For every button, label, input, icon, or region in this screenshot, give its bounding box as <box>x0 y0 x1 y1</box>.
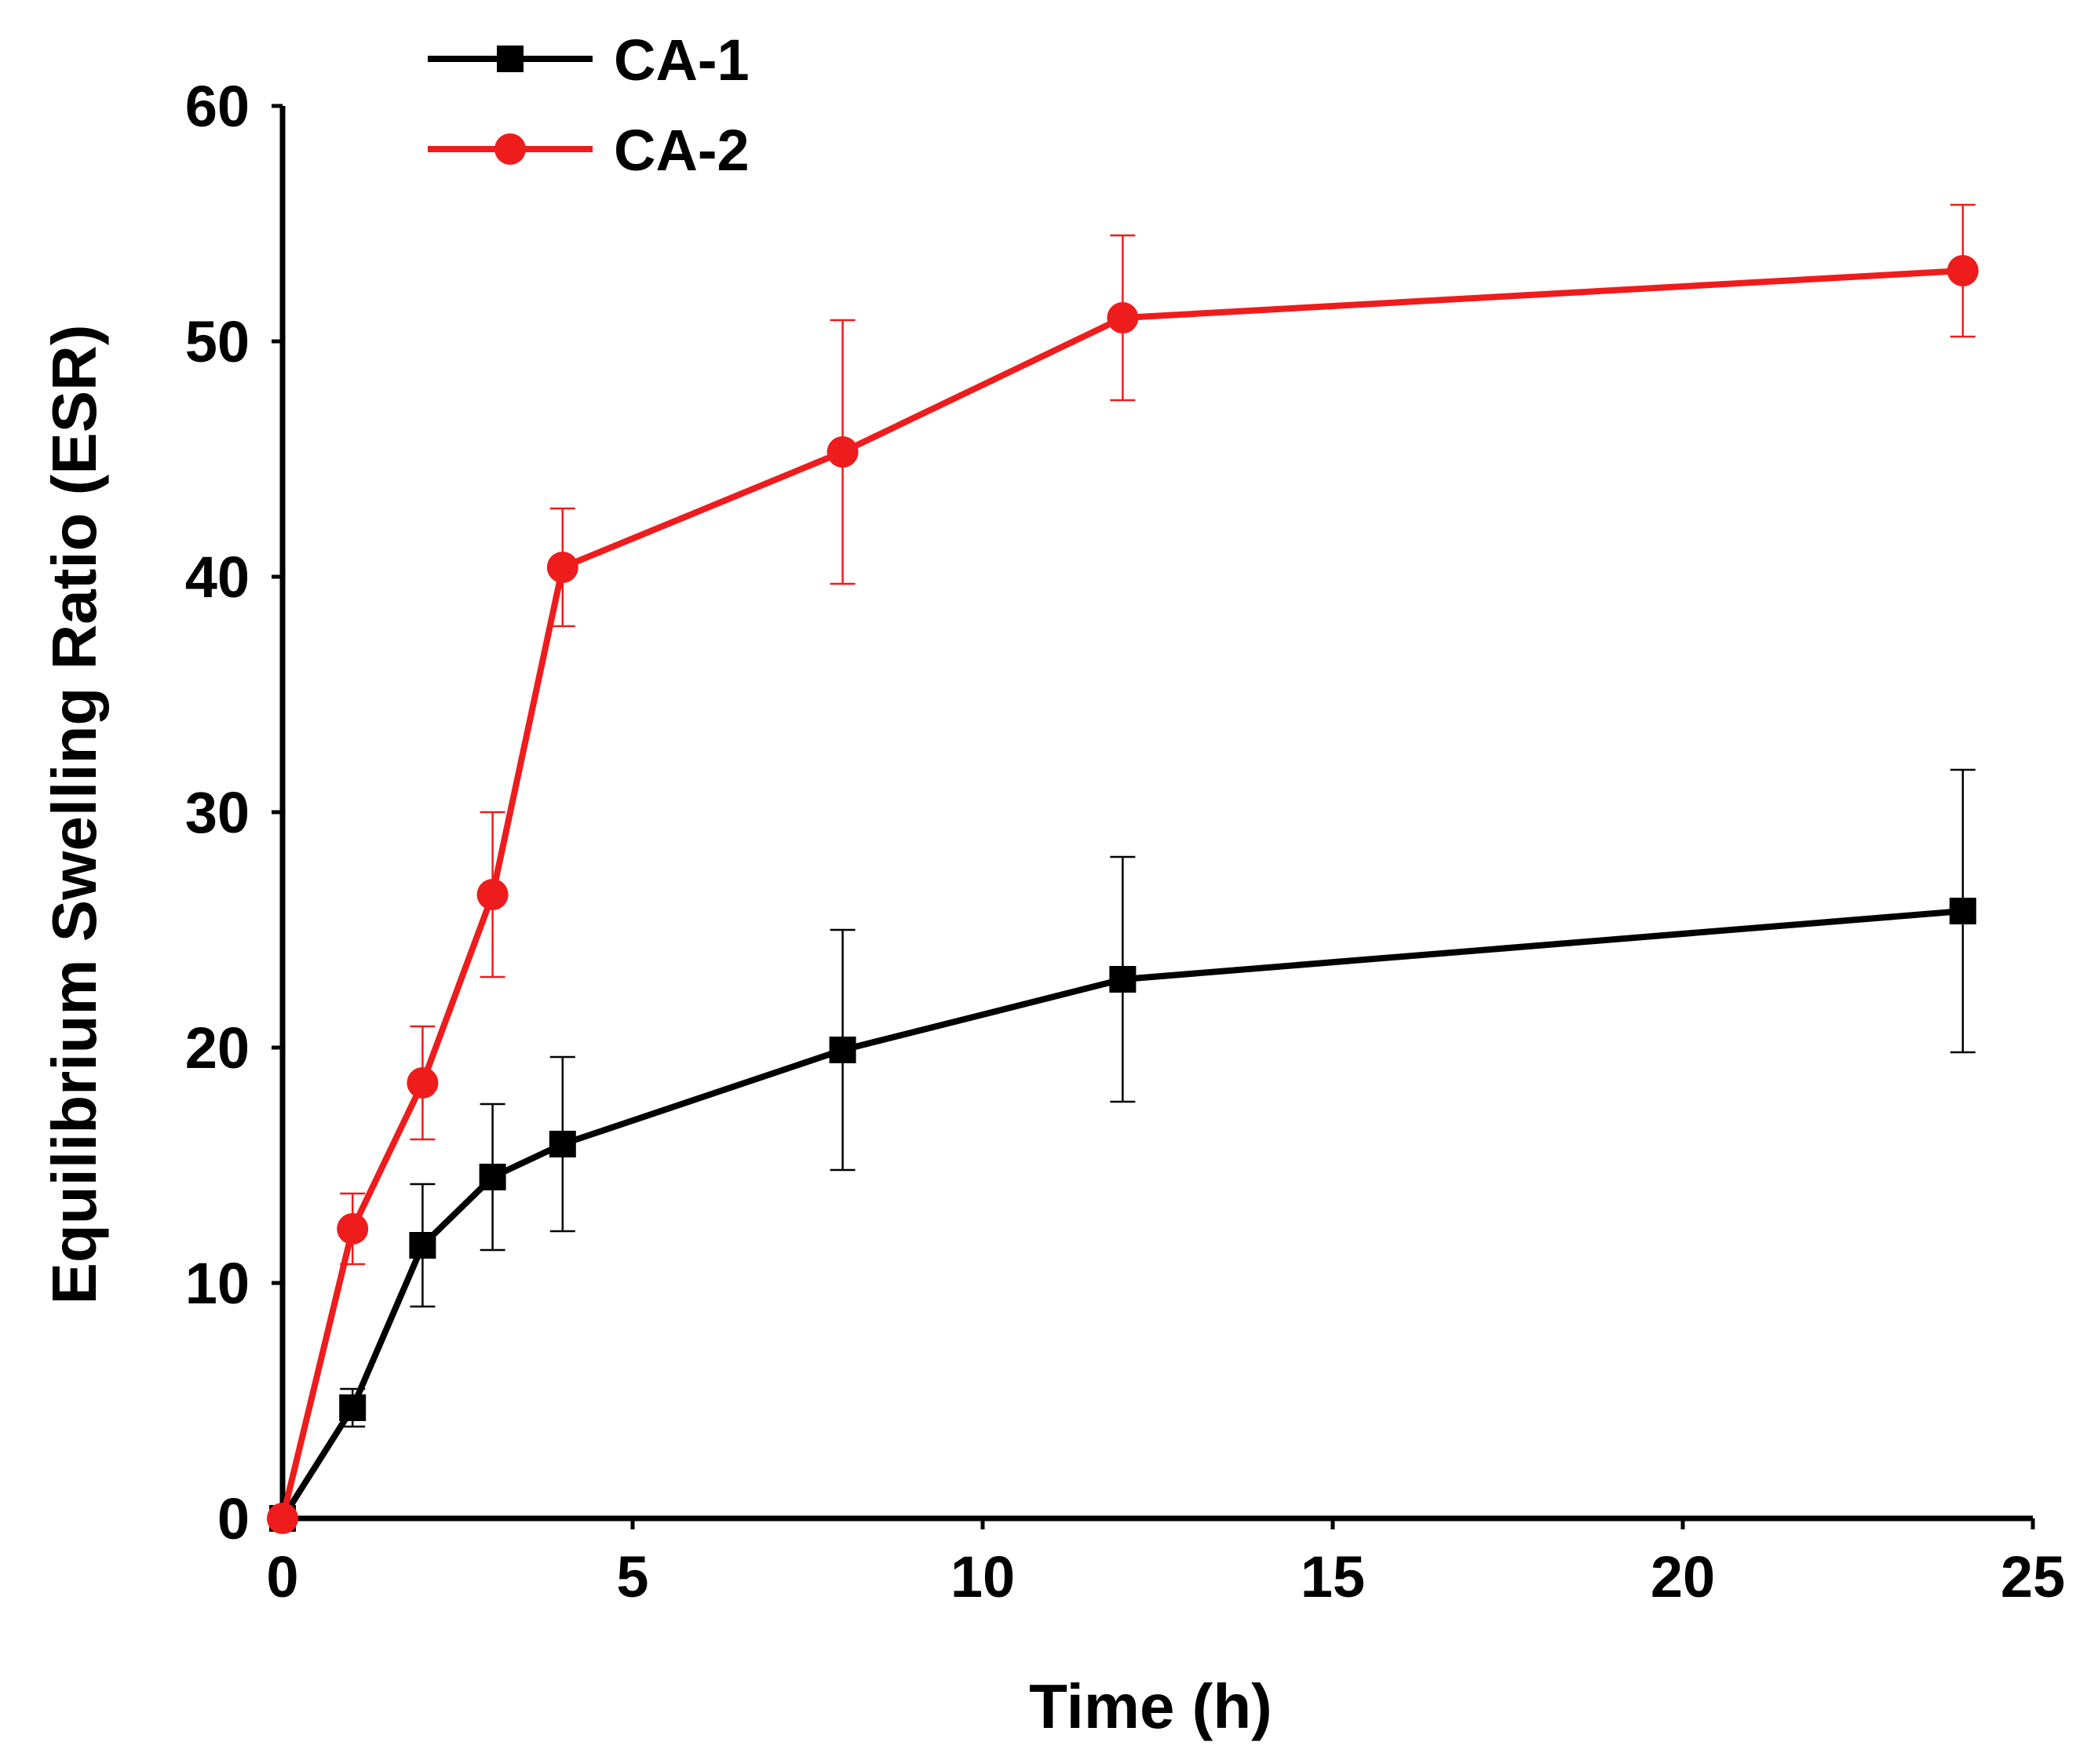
y-ticks: 0 10 20 30 40 50 60 <box>185 74 283 1551</box>
data-point-ca-1 <box>479 1164 506 1190</box>
legend-item-ca-1: CA-1 <box>428 27 750 93</box>
series-group <box>267 203 1979 1534</box>
legend: CA-1 CA-2 <box>428 27 750 183</box>
y-tick-label: 40 <box>185 545 250 610</box>
y-tick-label: 20 <box>185 1015 250 1081</box>
x-tick-label: 5 <box>616 1544 648 1609</box>
data-point-ca-1 <box>339 1394 367 1421</box>
legend-label-ca-2: CA-2 <box>614 118 750 183</box>
data-point-ca-2 <box>407 1067 439 1099</box>
x-tick-label: 15 <box>1301 1544 1365 1609</box>
y-axis-title: Equilibrium Swelling Ratio (ESR) <box>39 325 109 1305</box>
y-tick-label: 30 <box>185 780 250 845</box>
y-tick-label: 0 <box>217 1486 250 1551</box>
x-ticks: 0 5 10 15 20 25 <box>266 1518 2065 1609</box>
y-tick-label: 10 <box>185 1251 250 1316</box>
x-tick-label: 10 <box>950 1544 1015 1609</box>
x-tick-label: 20 <box>1651 1544 1715 1609</box>
data-point-ca-2 <box>476 879 509 910</box>
data-point-ca-2 <box>1107 302 1139 333</box>
x-tick-label: 0 <box>266 1544 298 1609</box>
data-point-ca-2 <box>267 1503 298 1534</box>
data-point-ca-1 <box>1109 966 1137 993</box>
legend-marker-ca-2 <box>494 133 526 165</box>
data-point-ca-1 <box>1949 898 1976 924</box>
legend-label-ca-1: CA-1 <box>614 27 750 93</box>
x-axis-title: Time (h) <box>1029 1671 1272 1741</box>
legend-item-ca-2: CA-2 <box>428 118 750 183</box>
data-point-ca-1 <box>549 1131 576 1157</box>
legend-marker-ca-1 <box>497 46 524 72</box>
series-line-ca-2 <box>279 268 1964 1519</box>
y-tick-label: 50 <box>185 309 250 374</box>
data-point-ca-2 <box>337 1213 369 1245</box>
series-ca-2 <box>267 203 1979 1534</box>
y-tick-label: 60 <box>185 74 250 139</box>
data-point-ca-2 <box>826 436 859 468</box>
data-point-ca-1 <box>829 1037 856 1063</box>
data-point-ca-2 <box>546 552 578 583</box>
data-point-ca-1 <box>409 1232 436 1259</box>
series-ca-1 <box>269 768 1976 1532</box>
series-line-ca-1 <box>279 908 1964 1521</box>
data-point-ca-2 <box>1947 255 1979 286</box>
x-tick-label: 25 <box>2001 1544 2065 1609</box>
